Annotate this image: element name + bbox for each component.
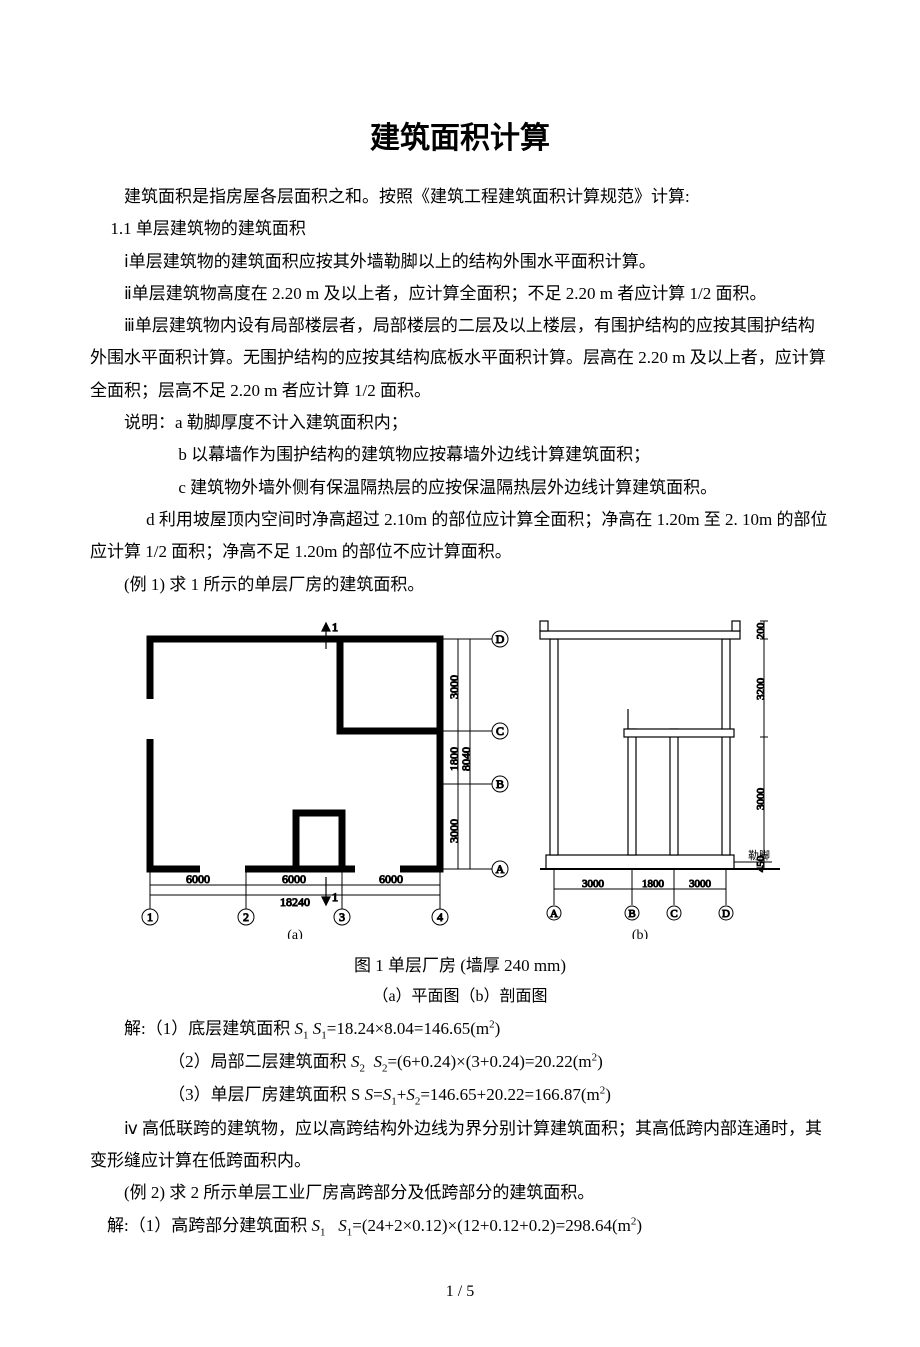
dim-h-6000-3: 6000: [379, 872, 403, 886]
axis-h-2: 2: [243, 910, 249, 924]
eq: =: [373, 1085, 383, 1104]
page-number: 1 / 5: [90, 1277, 830, 1307]
var-s: S: [365, 1085, 374, 1104]
close: ): [605, 1085, 611, 1104]
figure-1-svg: 1 1 1 2 3 4 A B C D: [110, 609, 810, 939]
solution-2-line-1: 解:（1）高跨部分建筑面积 S1 S1=(24+2×0.12)×(12+0.12…: [90, 1210, 830, 1243]
plan-view: 1 1 1 2 3 4 A B C D: [142, 620, 508, 939]
figure-1-caption: 图 1 单层厂房 (墙厚 240 mm): [90, 950, 830, 982]
solution-1-line-3: （3）单层厂房建筑面积 S S=S1+S2=146.65+20.22=166.8…: [90, 1079, 830, 1112]
sol1-2-label: （2）局部二层建筑面积: [168, 1052, 351, 1071]
sec-dim-v-3000: 3000: [755, 787, 767, 810]
sol1-2-eq: =(6+0.24)×(3+0.24)=20.22(m: [387, 1052, 591, 1071]
axis-h-3: 3: [339, 910, 345, 924]
var-s: S: [383, 1085, 392, 1104]
sec-dim-v-450: 450: [755, 855, 767, 872]
figure-1: 1 1 1 2 3 4 A B C D: [90, 609, 830, 950]
close: ): [636, 1216, 642, 1235]
sec-axis-a: A: [550, 908, 558, 920]
rule-ii: ⅱ单层建筑物高度在 2.20 m 及以上者，应计算全面积；不足 2.20 m 者…: [90, 278, 830, 310]
sol1-1-label: 解:（1）底层建筑面积: [124, 1019, 294, 1038]
intro-paragraph: 建筑面积是指房屋各层面积之和。按照《建筑工程建筑面积计算规范》计算:: [90, 181, 830, 213]
sol1-3-label: （3）单层厂房建筑面积 S: [168, 1085, 364, 1104]
rule-i: ⅰ单层建筑物的建筑面积应按其外墙勒脚以上的结构外围水平面积计算。: [90, 246, 830, 278]
page: 建筑面积计算 建筑面积是指房屋各层面积之和。按照《建筑工程建筑面积计算规范》计算…: [0, 0, 920, 1347]
section-label: (b): [632, 928, 649, 939]
dim-h-18240: 18240: [280, 895, 310, 909]
section-view: 勒脚 A B: [540, 621, 780, 939]
close: ): [495, 1019, 501, 1038]
section-heading-1-1: 1.1 单层建筑物的建筑面积: [90, 213, 830, 245]
cut-mark-bottom: 1: [332, 890, 338, 904]
axis-v-d: D: [496, 632, 505, 646]
close: ): [597, 1052, 603, 1071]
sol1-1-eq: =18.24×8.04=146.65(m: [327, 1019, 489, 1038]
solution-1-line-2: （2）局部二层建筑面积 S2 S2=(6+0.24)×(3+0.24)=20.2…: [90, 1046, 830, 1079]
dim-v-8040: 8040: [459, 747, 473, 771]
var-s: S: [311, 1216, 320, 1235]
sol2-1-label: 解:（1）高跨部分建筑面积: [107, 1216, 311, 1235]
figure-1-subcaption: （a）平面图（b）剖面图: [90, 982, 830, 1012]
plan-label: (a): [287, 928, 303, 939]
note-c: c 建筑物外墙外侧有保温隔热层的应按保温隔热层外边线计算建筑面积。: [90, 472, 830, 504]
var-s: S: [373, 1052, 382, 1071]
example-2: (例 2) 求 2 所示单层工业厂房高跨部分及低跨部分的建筑面积。: [90, 1177, 830, 1209]
sec-dim-h-3000-1: 3000: [582, 878, 605, 890]
rule-iv: ⅳ 高低联跨的建筑物，应以高跨结构外边线为界分别计算建筑面积；其高低跨内部连通时…: [90, 1113, 830, 1178]
var-s: S: [294, 1019, 303, 1038]
sec-dim-v-200: 200: [755, 622, 767, 639]
note-a: 说明：a 勒脚厚度不计入建筑面积内；: [90, 407, 830, 439]
axis-v-c: C: [496, 724, 504, 738]
sec-dim-h-3000-2: 3000: [689, 878, 712, 890]
sol1-3-eq: =146.65+20.22=166.87(m: [420, 1085, 599, 1104]
sec-axis-c: C: [670, 908, 677, 920]
var-s: S: [338, 1216, 347, 1235]
axis-v-b: B: [496, 777, 504, 791]
sec-axis-b: B: [628, 908, 635, 920]
sub-2: 2: [359, 1063, 365, 1075]
rule-iii: ⅲ单层建筑物内设有局部楼层者，局部楼层的二层及以上楼层，有围护结构的应按其围护结…: [90, 310, 830, 407]
dim-h-6000-1: 6000: [186, 872, 210, 886]
axis-v-a: A: [496, 862, 505, 876]
sol2-1-eq: =(24+2×0.12)×(12+0.12+0.2)=298.64(m: [352, 1216, 631, 1235]
sec-dim-h-1800: 1800: [642, 878, 665, 890]
plus: +: [397, 1085, 407, 1104]
dim-v-3000-1: 3000: [447, 819, 461, 843]
sec-axis-d: D: [722, 908, 730, 920]
dim-v-3000-2: 3000: [447, 675, 461, 699]
solution-1-line-1: 解:（1）底层建筑面积 S1 S1=18.24×8.04=146.65(m2): [90, 1013, 830, 1046]
axis-h-1: 1: [147, 910, 153, 924]
cut-mark-top: 1: [332, 620, 338, 634]
note-b: b 以幕墙作为围护结构的建筑物应按幕墙外边线计算建筑面积；: [90, 439, 830, 471]
dim-h-6000-2: 6000: [282, 872, 306, 886]
var-s: S: [406, 1085, 415, 1104]
var-s: S: [313, 1019, 322, 1038]
page-title: 建筑面积计算: [90, 110, 830, 167]
sec-dim-v-3200: 3200: [755, 677, 767, 700]
example-1: (例 1) 求 1 所示的单层厂房的建筑面积。: [90, 569, 830, 601]
note-d: d 利用坡屋顶内空间时净高超过 2.10m 的部位应计算全面积；净高在 1.20…: [90, 504, 830, 569]
sub-1: 1: [320, 1226, 326, 1238]
axis-h-4: 4: [437, 910, 443, 924]
